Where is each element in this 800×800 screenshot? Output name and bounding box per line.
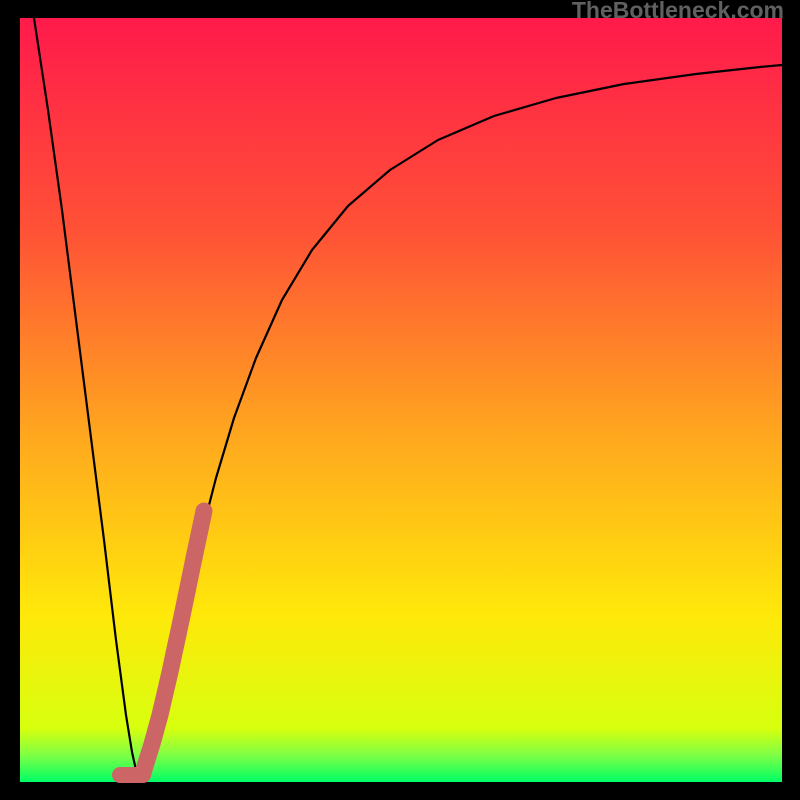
highlight-segment-rising <box>143 511 204 773</box>
main-curve <box>34 18 782 781</box>
chart-container: TheBottleneck.com <box>0 0 800 800</box>
chart-svg <box>0 0 800 800</box>
watermark-text: TheBottleneck.com <box>572 0 784 24</box>
